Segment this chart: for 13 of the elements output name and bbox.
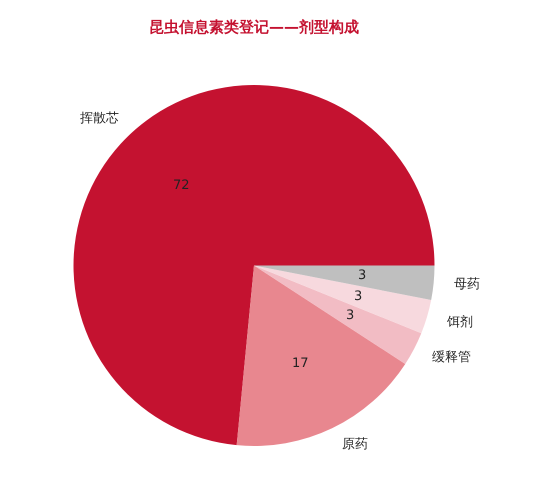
data-label: 3 (346, 308, 354, 323)
slice-label: 原药 (342, 437, 368, 452)
data-label: 72 (173, 178, 190, 193)
slice-label: 挥散芯 (80, 111, 119, 126)
data-label: 3 (354, 289, 362, 304)
pie-slice (254, 266, 432, 334)
pie-slice (254, 266, 434, 300)
slice-label: 缓释管 (432, 350, 471, 365)
chart-title: 昆虫信息素类登记——剂型构成 (149, 18, 359, 36)
slice-label: 饵剂 (446, 314, 473, 330)
data-label: 17 (292, 356, 309, 371)
data-label: 3 (358, 268, 366, 283)
slice-label: 母药 (454, 277, 480, 292)
